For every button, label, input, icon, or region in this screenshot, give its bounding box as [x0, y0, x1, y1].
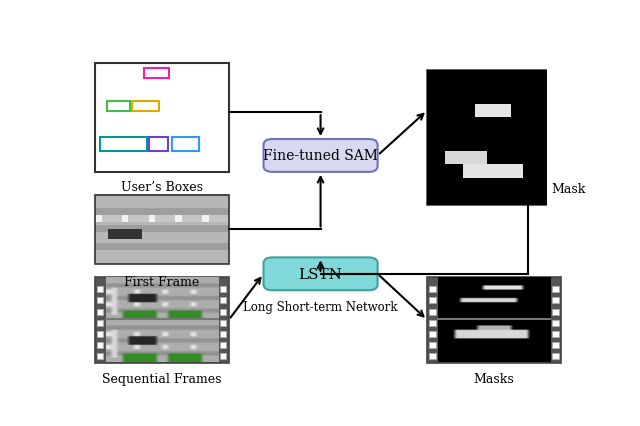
Bar [552, 298, 559, 304]
Bar [220, 354, 227, 360]
Bar [97, 309, 103, 315]
Text: Fine-tuned SAM: Fine-tuned SAM [263, 149, 378, 163]
Text: Mask: Mask [551, 182, 586, 196]
Bar [552, 287, 559, 293]
Bar [95, 196, 229, 264]
Bar [552, 320, 559, 326]
Bar [552, 354, 559, 360]
Bar [95, 64, 229, 173]
Bar [220, 309, 227, 315]
Bar [97, 331, 103, 337]
Bar [97, 287, 103, 293]
Bar [429, 343, 436, 348]
Bar [97, 320, 103, 326]
Bar [552, 343, 559, 348]
Bar [220, 320, 227, 326]
Bar [97, 343, 103, 348]
Bar [429, 287, 436, 293]
Bar [100, 138, 147, 151]
Bar [132, 102, 159, 112]
Bar [429, 309, 436, 315]
Bar [108, 102, 129, 112]
Bar [172, 138, 199, 151]
Bar [220, 287, 227, 293]
Bar [97, 354, 103, 360]
Bar [552, 331, 559, 337]
Bar [145, 69, 169, 79]
Text: Sequential Frames: Sequential Frames [102, 373, 221, 386]
Bar [97, 298, 103, 304]
Bar [220, 343, 227, 348]
FancyBboxPatch shape [264, 258, 378, 291]
Bar [150, 138, 168, 151]
Text: Masks: Masks [474, 373, 515, 386]
Bar [428, 71, 547, 205]
Text: Long Short-term Network: Long Short-term Network [243, 300, 398, 314]
Text: LSTN: LSTN [299, 267, 342, 281]
Bar [552, 309, 559, 315]
Bar [428, 277, 561, 363]
Text: User’s Boxes: User’s Boxes [121, 181, 203, 194]
Bar [429, 298, 436, 304]
Bar [429, 354, 436, 360]
FancyBboxPatch shape [264, 140, 378, 173]
Bar [95, 277, 229, 363]
Bar [429, 320, 436, 326]
Text: First Frame: First Frame [124, 276, 200, 289]
Bar [220, 331, 227, 337]
Bar [220, 298, 227, 304]
Bar [429, 331, 436, 337]
